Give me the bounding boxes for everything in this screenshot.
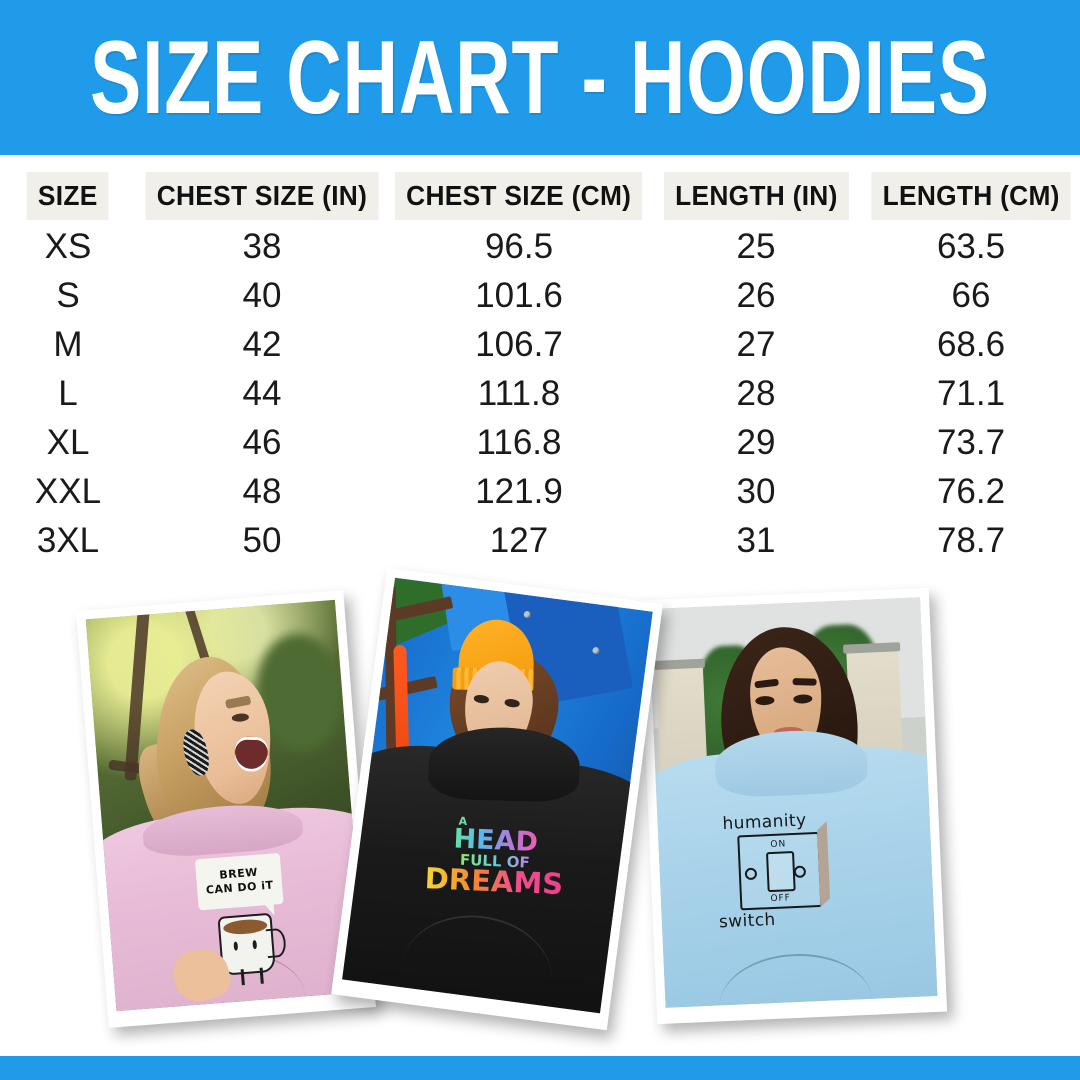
cell-chest-cm: 111.8 (477, 374, 561, 413)
brew-print-line-2: CAN DO iT (205, 878, 274, 897)
mug-legs (240, 968, 264, 986)
cell-chest-in: 48 (242, 472, 282, 511)
cell-chest-in: 40 (242, 276, 282, 315)
column-header-length-in: LENGTH (IN) (650, 170, 862, 222)
humanity-switch-print: humanity ON OFF switch (711, 800, 847, 941)
switch-on-label: ON (770, 839, 787, 851)
wood-beam (374, 596, 454, 626)
cell-chest-in: 44 (242, 374, 282, 413)
cell-size: S (56, 276, 80, 315)
table-row: L 44 111.8 28 71.1 (0, 369, 1080, 418)
black-hoodie-dreams-photo: A HEAD FULL OF DREAMS (331, 567, 663, 1031)
cell-size: XL (46, 423, 90, 462)
cell-length-cm: 76.2 (936, 472, 1006, 511)
panel-rivet (572, 588, 581, 597)
cell-size: M (53, 325, 83, 364)
humanity-print-line-1: humanity (722, 810, 807, 835)
cell-chest-cm: 96.5 (484, 227, 554, 266)
cell-length-in: 29 (736, 423, 776, 462)
cell-length-cm: 71.1 (936, 374, 1006, 413)
cell-chest-in: 42 (242, 325, 282, 364)
cell-length-in: 27 (736, 325, 776, 364)
top-banner-bar (0, 0, 1080, 155)
product-photo-strip: BREW CAN DO iT (0, 567, 1080, 1042)
humanity-print-line-2: switch (718, 909, 777, 932)
cell-length-cm: 63.5 (936, 227, 1006, 266)
column-header-length-in-label: LENGTH (IN) (663, 172, 849, 220)
light-switch-plate: ON OFF (736, 831, 823, 911)
cell-length-in: 25 (736, 227, 776, 266)
switch-screw (744, 867, 758, 881)
cell-length-cm: 73.7 (936, 423, 1006, 462)
table-row: XS 38 96.5 25 63.5 (0, 222, 1080, 271)
table-row: XL 46 116.8 29 73.7 (0, 418, 1080, 467)
switch-off-label: OFF (770, 892, 792, 904)
cell-size: XXL (34, 472, 102, 511)
page-title: SIZE CHART - HOODIES (90, 19, 990, 136)
panel-rivet (592, 646, 601, 655)
column-header-size-label: SIZE (26, 172, 110, 220)
cell-chest-cm: 121.9 (475, 472, 563, 511)
table-row: M 42 106.7 27 68.6 (0, 320, 1080, 369)
column-header-chest-in-label: CHEST SIZE (IN) (145, 172, 379, 220)
column-header-chest-cm: CHEST SIZE (CM) (388, 170, 650, 222)
cell-chest-cm: 106.7 (475, 325, 563, 364)
cell-length-cm: 66 (951, 276, 991, 315)
cell-length-in: 30 (736, 472, 776, 511)
coffee-surface (222, 918, 268, 936)
pink-hoodie-brew-photo: BREW CAN DO iT (76, 590, 376, 1028)
cell-chest-in: 50 (242, 521, 282, 560)
cell-chest-cm: 116.8 (476, 423, 562, 462)
cell-chest-cm: 127 (489, 521, 549, 560)
column-header-length-cm-label: LENGTH (CM) (871, 172, 1071, 220)
dreams-print-text: A HEAD FULL OF DREAMS (423, 801, 565, 912)
mug-eye (232, 941, 239, 951)
cell-length-in: 31 (736, 521, 776, 560)
cell-chest-cm: 101.6 (475, 276, 563, 315)
column-header-length-cm: LENGTH (CM) (862, 170, 1080, 222)
dreams-print-line-4: DREAMS (423, 860, 564, 901)
size-chart-table: SIZE CHEST SIZE (IN) CHEST SIZE (CM) LEN… (0, 170, 1080, 565)
model-eyebrow (792, 677, 818, 686)
cell-size: L (58, 374, 78, 413)
table-header-row: SIZE CHEST SIZE (IN) CHEST SIZE (CM) LEN… (0, 170, 1080, 222)
cell-size: XS (44, 227, 92, 266)
cell-chest-in: 38 (242, 227, 282, 266)
mug-eye (251, 939, 258, 949)
cell-size: 3XL (36, 521, 100, 560)
column-header-chest-in: CHEST SIZE (IN) (136, 170, 388, 222)
panel-rivet (523, 609, 532, 618)
table-row: XXL 48 121.9 30 76.2 (0, 467, 1080, 516)
cell-chest-in: 46 (242, 423, 282, 462)
table-row: 3XL 50 127 31 78.7 (0, 516, 1080, 565)
brew-print-text: BREW CAN DO iT (195, 853, 284, 911)
cell-length-cm: 78.7 (936, 521, 1006, 560)
photo-image-blue-hoodie: humanity ON OFF switch (648, 597, 938, 1008)
column-header-size: SIZE (0, 170, 136, 222)
blue-hoodie-humanity-switch-photo: humanity ON OFF switch (638, 587, 948, 1025)
table-row: S 40 101.6 26 66 (0, 271, 1080, 320)
switch-screw (793, 865, 807, 879)
photo-image-black-hoodie: A HEAD FULL OF DREAMS (342, 577, 653, 1014)
cell-length-in: 28 (736, 374, 776, 413)
cell-length-cm: 68.6 (936, 325, 1006, 364)
switch-rocker (766, 850, 796, 893)
column-header-chest-cm-label: CHEST SIZE (CM) (395, 172, 643, 220)
bottom-banner-bar (0, 1056, 1080, 1080)
cell-length-in: 26 (736, 276, 776, 315)
photo-image-pink-hoodie: BREW CAN DO iT (85, 599, 366, 1012)
